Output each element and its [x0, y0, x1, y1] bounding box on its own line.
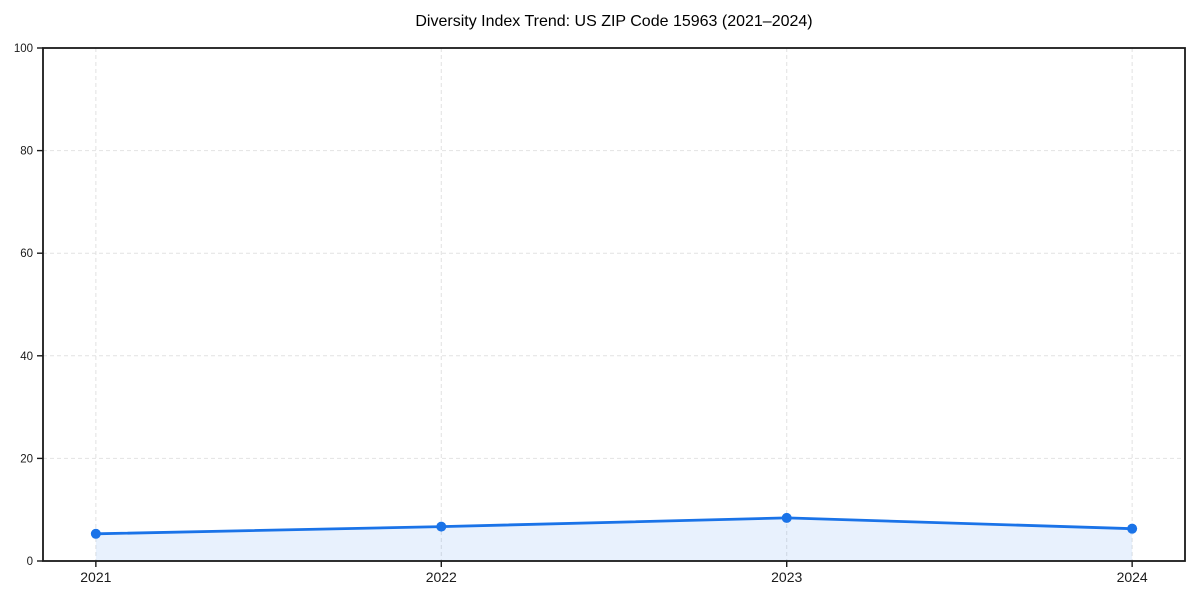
- chart-title: Diversity Index Trend: US ZIP Code 15963…: [415, 13, 813, 30]
- y-tick-label: 40: [20, 351, 33, 363]
- y-tick-label: 100: [14, 43, 33, 55]
- x-tick-label: 2021: [80, 569, 111, 585]
- data-point: [1127, 523, 1138, 534]
- data-point: [781, 512, 792, 523]
- y-tick-label: 0: [27, 556, 33, 568]
- data-point: [90, 528, 101, 539]
- y-tick-label: 60: [20, 248, 33, 260]
- plot-border: [42, 47, 1186, 562]
- y-tick-label: 20: [20, 453, 33, 465]
- x-tick-label: 2024: [1117, 569, 1148, 585]
- y-tick-label: 80: [20, 146, 33, 158]
- x-tick-label: 2023: [771, 569, 802, 585]
- trend-line: [94, 516, 1134, 536]
- data-point: [436, 521, 447, 532]
- x-tick-label: 2022: [426, 569, 457, 585]
